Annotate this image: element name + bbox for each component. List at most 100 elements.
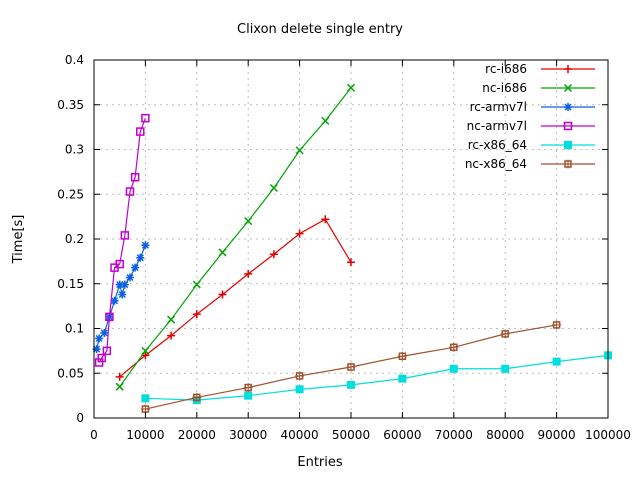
square-plus-marker	[397, 351, 407, 361]
series-line-rc-x86_64	[145, 354, 609, 401]
asterisk-marker	[115, 280, 124, 289]
filled-square-marker	[244, 391, 253, 400]
cross-marker	[346, 83, 356, 92]
filled-square-marker	[398, 374, 407, 383]
asterisk-marker	[131, 263, 140, 272]
square-plus-marker	[563, 159, 573, 169]
x-tick-label: 10000	[126, 428, 164, 442]
asterisk-marker	[120, 280, 129, 289]
open-square-marker	[120, 231, 130, 240]
cross-marker	[167, 315, 176, 324]
square-plus-marker	[346, 362, 356, 372]
series-rc-armv7l	[92, 241, 150, 354]
square-plus-marker	[449, 342, 459, 352]
open-square-marker	[141, 113, 150, 123]
legend-label-rc-i686: rc-i686	[485, 62, 527, 76]
filled-square-marker	[564, 141, 572, 149]
y-tick-label: 0.35	[57, 98, 84, 112]
chart-title: Clixon delete single entry	[237, 22, 403, 37]
plus-marker	[321, 215, 330, 224]
series-line-rc-i686	[119, 218, 352, 378]
series-nc-x86_64	[140, 320, 562, 414]
x-tick-label: 100000	[585, 428, 631, 442]
plus-marker	[244, 269, 253, 278]
axis-ticks	[93, 59, 609, 419]
open-square-marker	[125, 187, 135, 196]
square-plus-marker	[500, 329, 510, 339]
plot-series	[92, 83, 612, 414]
plus-marker	[295, 229, 304, 238]
filled-square-marker	[347, 380, 355, 389]
series-nc-armv7l	[94, 113, 150, 367]
x-tick-label: 70000	[435, 428, 473, 442]
cross-marker	[269, 183, 278, 193]
plus-marker	[564, 65, 572, 73]
legend-item-rc-armv7l: rc-armv7l	[470, 100, 595, 114]
filled-square-marker	[295, 385, 304, 394]
square-plus-marker	[192, 392, 202, 402]
plus-marker	[269, 250, 278, 259]
asterisk-marker	[125, 273, 134, 282]
asterisk-marker	[110, 296, 119, 305]
plus-marker	[218, 290, 227, 299]
plus-marker	[192, 310, 201, 319]
open-square-marker	[102, 346, 112, 356]
legend-item-rc-x86_64: rc-x86_64	[468, 138, 595, 152]
cross-marker	[218, 248, 227, 257]
cross-marker	[192, 280, 201, 289]
square-plus-marker	[243, 383, 253, 393]
cross-marker	[115, 382, 124, 391]
asterisk-marker	[141, 241, 150, 250]
open-square-marker	[105, 312, 114, 322]
series-rc-i686	[115, 215, 355, 381]
filled-square-marker	[501, 364, 510, 373]
y-tick-label: 0.3	[65, 143, 84, 157]
y-tick-label: 0	[76, 411, 84, 425]
series-line-nc-armv7l	[98, 117, 146, 363]
open-square-marker	[563, 121, 573, 131]
tick-labels: 0 10000 20000 30000 40000 50000 60000 70000 8000…	[57, 53, 631, 442]
legend-label-nc-armv7l: nc-armv7l	[467, 119, 527, 133]
asterisk-marker	[100, 328, 109, 337]
open-square-marker	[94, 358, 104, 367]
legend-item-rc-i686: rc-i686	[485, 62, 595, 76]
y-tick-label: 0.4	[65, 53, 84, 67]
legend-item-nc-x86_64: nc-x86_64	[465, 157, 595, 171]
plus-marker	[167, 331, 176, 340]
legend-label-rc-armv7l: rc-armv7l	[470, 100, 527, 114]
filled-square-marker	[449, 364, 458, 373]
open-square-marker	[130, 172, 140, 182]
series-line-nc-i686	[119, 87, 352, 388]
open-square-marker	[136, 127, 145, 136]
x-tick-label: 30000	[229, 428, 267, 442]
x-tick-label: 80000	[486, 428, 524, 442]
asterisk-marker	[564, 103, 572, 111]
asterisk-marker	[136, 253, 145, 262]
legend: rc-i686 nc-i686 rc-armv7l nc-armv7l rc-x86_6…	[465, 62, 595, 171]
x-tick-label: 20000	[178, 428, 216, 442]
legend-label-rc-x86_64: rc-x86_64	[468, 138, 527, 152]
square-plus-marker	[552, 320, 562, 330]
y-tick-label: 0.1	[65, 322, 84, 336]
y-tick-label: 0.05	[57, 366, 84, 380]
y-axis-label: Time[s]	[11, 215, 26, 265]
filled-square-marker	[552, 357, 561, 366]
legend-item-nc-i686: nc-i686	[482, 81, 595, 95]
y-tick-label: 0.2	[65, 232, 84, 246]
open-square-marker	[115, 259, 124, 269]
legend-item-nc-armv7l: nc-armv7l	[467, 119, 595, 133]
plus-marker	[347, 258, 355, 267]
cross-marker	[563, 83, 573, 93]
x-tick-label: 0	[90, 428, 98, 442]
y-tick-label: 0.15	[57, 277, 84, 291]
series-nc-i686	[115, 83, 356, 391]
x-axis-label: Entries	[297, 455, 343, 470]
plus-marker	[115, 372, 124, 381]
legend-label-nc-x86_64: nc-x86_64	[465, 157, 527, 171]
cross-marker	[295, 146, 304, 155]
y-tick-label: 0.25	[57, 187, 84, 201]
open-square-marker	[97, 353, 106, 363]
x-tick-label: 40000	[281, 428, 319, 442]
asterisk-marker	[95, 334, 104, 343]
